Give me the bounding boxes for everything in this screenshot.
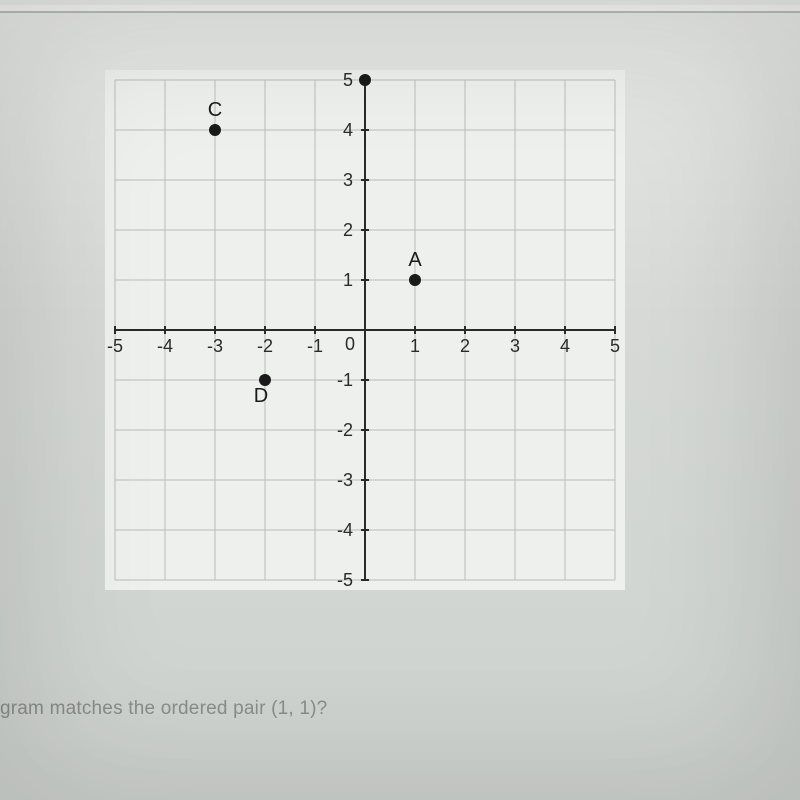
y-tick-label: -5	[337, 570, 353, 590]
point-marker	[359, 74, 371, 86]
x-tick-label: -3	[207, 336, 223, 356]
x-tick-label: -2	[257, 336, 273, 356]
y-tick-label: -3	[337, 470, 353, 490]
screen: -5-4-3-2-112345-5-4-3-2-1123450ABCD gram…	[0, 0, 800, 800]
x-tick-label: -5	[107, 336, 123, 356]
chart-svg: -5-4-3-2-112345-5-4-3-2-1123450ABCD	[85, 70, 645, 590]
x-tick-label: -1	[307, 336, 323, 356]
point-label: A	[408, 249, 422, 271]
window-topbar	[0, 5, 800, 13]
question-text: gram matches the ordered pair (1, 1)?	[0, 698, 327, 720]
y-tick-label: 2	[343, 220, 353, 240]
point-marker	[409, 274, 421, 286]
x-tick-label: 4	[560, 336, 570, 356]
y-tick-label: 5	[343, 70, 353, 90]
y-tick-label: -1	[337, 370, 353, 390]
origin-label: 0	[345, 334, 355, 354]
x-tick-label: 2	[460, 336, 470, 356]
y-tick-label: 4	[343, 120, 353, 140]
y-tick-label: 3	[343, 170, 353, 190]
x-tick-label: 5	[610, 336, 620, 356]
x-tick-label: -4	[157, 336, 173, 356]
x-tick-label: 3	[510, 336, 520, 356]
y-tick-label: -2	[337, 420, 353, 440]
point-label: C	[208, 99, 222, 121]
x-tick-label: 1	[410, 336, 420, 356]
coordinate-plane-chart: -5-4-3-2-112345-5-4-3-2-1123450ABCD	[85, 70, 645, 570]
y-tick-label: 1	[343, 270, 353, 290]
point-label: D	[254, 385, 268, 407]
y-tick-label: -4	[337, 520, 353, 540]
point-marker	[209, 124, 221, 136]
